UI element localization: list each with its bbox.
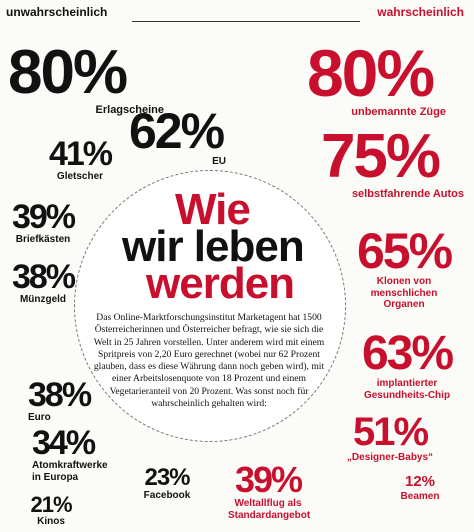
stat-label: Facebook <box>143 490 191 501</box>
stat-value: 80% <box>306 36 435 110</box>
stat-value: 51% <box>352 410 429 454</box>
stat-label: Münzgeld <box>19 294 67 305</box>
stat-label: Kinos <box>37 516 65 527</box>
stat-value: 75% <box>320 122 441 191</box>
stat-value: 39% <box>234 459 303 500</box>
stat-value: 21% <box>30 492 72 517</box>
stat-unlikely-gletscher: 41% Gletscher <box>40 137 120 183</box>
stat-label: Euro <box>28 412 51 423</box>
stat-value: 38% <box>11 258 76 296</box>
stat-unlikely-erlagscheine: 80% Erlagscheine <box>8 42 164 117</box>
stat-likely-klonen: 65% Klonen von menschlichen Organen <box>336 226 472 311</box>
stat-label: Atomkraftwerke in Europa <box>32 460 108 483</box>
header-likely-label: wahrscheinlich <box>377 5 464 19</box>
stat-value: 12% <box>404 473 436 490</box>
stat-unlikely-atomkraftwerke: 34% Atomkraftwerke in Europa <box>32 426 126 483</box>
stat-likely-designer-babys: 51% „Designer-Babys“ <box>330 412 450 464</box>
stat-unlikely-briefkaesten: 39% Briefkästen <box>2 200 84 246</box>
stat-likely-autos: 75% selbstfahrende Autos <box>296 126 464 201</box>
stat-unlikely-eu: 62% EU <box>126 106 226 168</box>
stat-value: 63% <box>361 327 454 380</box>
stat-value: 34% <box>32 424 96 462</box>
stat-value: 65% <box>356 223 453 279</box>
stat-likely-zuege: 80% unbemannte Züge <box>280 40 460 119</box>
stat-value: 62% <box>128 103 225 159</box>
title-line-3: werden <box>146 259 295 308</box>
title-line-1: Wie <box>175 185 251 234</box>
stat-value: 41% <box>48 135 113 173</box>
stat-label: Erlagscheine <box>95 104 164 116</box>
center-circle <box>74 170 346 442</box>
stat-label: Beamen <box>400 491 440 502</box>
stat-unlikely-kinos: 21% Kinos <box>28 494 74 528</box>
stat-label: implantierter Gesundheits-Chip <box>363 378 451 401</box>
stat-label: Gletscher <box>56 171 104 182</box>
stat-likely-beamen: 12% Beamen <box>394 474 446 503</box>
stat-value: 80% <box>8 38 128 107</box>
stat-likely-weltallflug: 39% Weltallflug als Standardangebot <box>220 462 316 521</box>
stat-label: selbstfahrende Autos <box>351 188 464 200</box>
stat-label: unbemannte Züge <box>351 106 446 118</box>
stat-label: Weltallflug als Standardangebot <box>228 498 311 521</box>
intro-text: Das Online-Marktforschungsinstitut Marke… <box>93 312 325 409</box>
stat-unlikely-muenzgeld: 38% Münzgeld <box>2 260 84 306</box>
title-line-2: wir leben <box>122 222 305 271</box>
header-unlikely-label: unwahrscheinlich <box>6 5 108 19</box>
stat-label: Klonen von menschlichen Organen <box>370 276 438 310</box>
stat-label: Briefkästen <box>15 234 71 245</box>
stat-value: 23% <box>144 464 190 491</box>
stat-label: EU <box>212 156 226 167</box>
stat-value: 39% <box>11 198 76 236</box>
stat-value: 38% <box>28 376 92 414</box>
stat-likely-chip: 63% implantierter Gesundheits-Chip <box>342 330 472 401</box>
stat-unlikely-euro: 38% Euro <box>28 378 104 424</box>
header-divider <box>132 21 360 22</box>
stat-unlikely-facebook: 23% Facebook <box>138 466 196 502</box>
stat-label: „Designer-Babys“ <box>346 452 434 463</box>
